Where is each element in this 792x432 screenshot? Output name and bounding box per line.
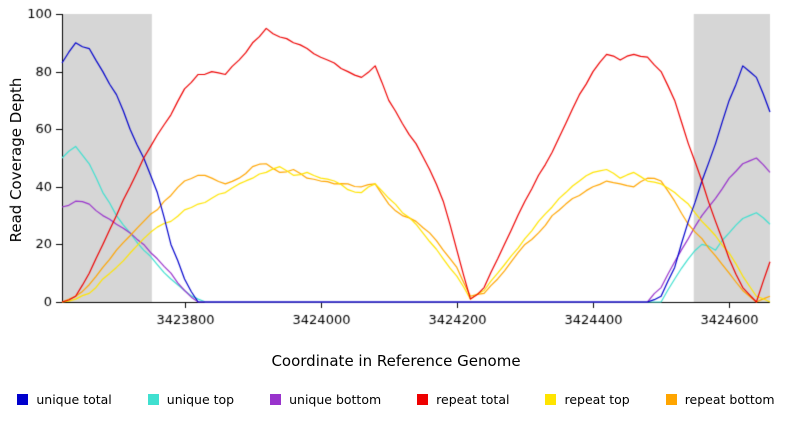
legend-item-unique-top: unique top: [147, 392, 235, 407]
legend-label: unique top: [166, 392, 235, 407]
plot-canvas: [0, 0, 792, 345]
legend-swatch-icon: [545, 394, 557, 405]
legend-swatch-icon: [147, 394, 159, 405]
legend-swatch-icon: [270, 394, 282, 405]
legend: unique total unique top unique bottom repea…: [0, 392, 792, 407]
legend-label: repeat total: [436, 392, 510, 407]
legend-label: repeat bottom: [684, 392, 775, 407]
legend-label: unique total: [36, 392, 112, 407]
legend-swatch-icon: [417, 394, 429, 405]
legend-item-repeat-total: repeat total: [417, 392, 509, 407]
x-axis-title: Coordinate in Reference Genome: [271, 352, 521, 370]
legend-item-repeat-top: repeat top: [545, 392, 630, 407]
legend-item-unique-total: unique total: [17, 392, 112, 407]
legend-item-unique-bottom: unique bottom: [270, 392, 381, 407]
legend-swatch-icon: [17, 394, 29, 405]
legend-label: unique bottom: [289, 392, 382, 407]
legend-swatch-icon: [665, 394, 677, 405]
legend-label: repeat top: [564, 392, 630, 407]
legend-item-repeat-bottom: repeat bottom: [665, 392, 775, 407]
y-axis-title: Read Coverage Depth: [7, 77, 25, 243]
